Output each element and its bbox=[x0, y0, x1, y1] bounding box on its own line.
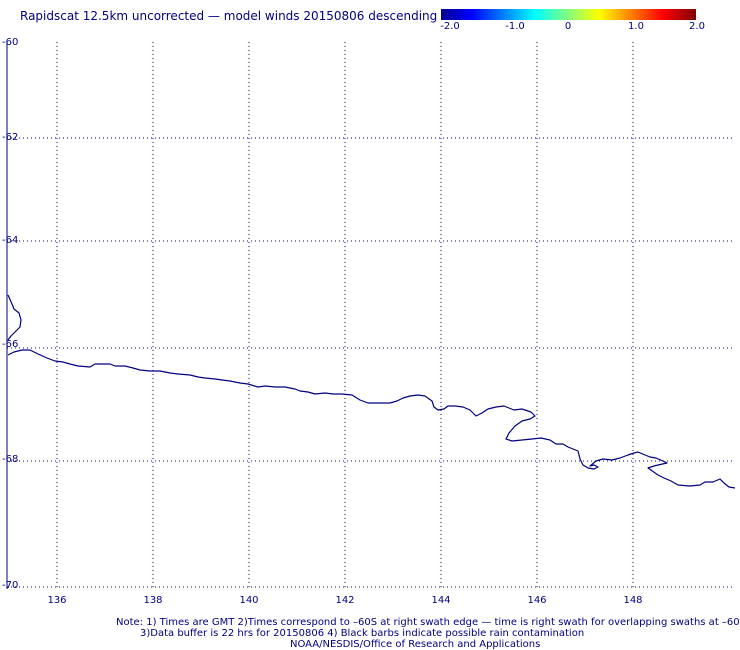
footer-note-line-2: 3)Data buffer is 22 hrs for 20150806 4) … bbox=[140, 628, 585, 639]
lon-label: 140 bbox=[239, 595, 259, 606]
colorbar-tick-label: 1.0 bbox=[628, 21, 644, 32]
footer-credit: NOAA/NESDIS/Office of Research and Appli… bbox=[290, 639, 541, 650]
colorbar bbox=[441, 9, 696, 20]
colorbar-tick-label: 2.0 bbox=[689, 21, 705, 32]
footer-note-line-1: Note: 1) Times are GMT 2)Times correspon… bbox=[116, 617, 740, 628]
lon-label: 142 bbox=[335, 595, 355, 606]
lat-label: -64 bbox=[2, 235, 19, 246]
colorbar-tick-label: -2.0 bbox=[440, 21, 460, 32]
lat-label: -60 bbox=[2, 37, 19, 48]
antarctic-coastline bbox=[7, 294, 736, 489]
lat-label: -62 bbox=[2, 132, 19, 143]
colorbar-tick-label: -1.0 bbox=[505, 21, 525, 32]
lon-label: 138 bbox=[143, 595, 163, 606]
map-title: Rapidscat 12.5km uncorrected — model win… bbox=[20, 9, 438, 23]
coastline-west-segment bbox=[7, 294, 22, 341]
lat-label: -66 bbox=[2, 339, 19, 350]
lat-label: -70 bbox=[2, 580, 19, 591]
lon-label: 148 bbox=[623, 595, 643, 606]
lon-label: 144 bbox=[431, 595, 451, 606]
coastline-main-segment bbox=[7, 349, 736, 489]
lat-label: -68 bbox=[2, 454, 19, 465]
lon-label: 146 bbox=[527, 595, 547, 606]
lon-label: 136 bbox=[47, 595, 67, 606]
colorbar-tick-label: 0 bbox=[564, 21, 572, 32]
lat-lon-grid bbox=[7, 42, 735, 589]
